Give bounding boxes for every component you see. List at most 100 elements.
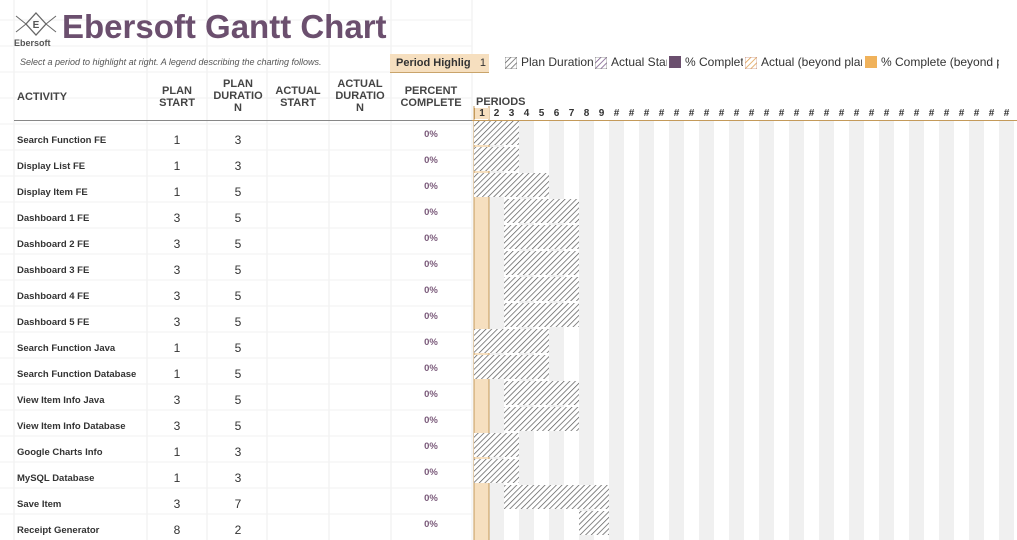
percent-complete-cell[interactable]: 0%: [424, 155, 438, 166]
plan-duration-cell[interactable]: 3: [234, 471, 242, 485]
period-column: [879, 121, 894, 540]
plan-duration-bar: [504, 199, 579, 223]
percent-complete-cell[interactable]: 0%: [424, 129, 438, 140]
plan-duration-cell[interactable]: 3: [234, 159, 242, 173]
period-number: #: [898, 108, 905, 119]
plan-duration-cell[interactable]: 7: [234, 497, 242, 511]
plan-start-cell[interactable]: 3: [173, 419, 181, 433]
period-number: #: [748, 108, 755, 119]
activity-name[interactable]: Search Function Java: [17, 343, 116, 354]
period-number: 6: [553, 108, 560, 119]
activity-name[interactable]: Receipt Generator: [17, 525, 100, 536]
plan-duration-cell[interactable]: 2: [234, 523, 242, 537]
period-column: [699, 121, 714, 540]
percent-complete-cell[interactable]: 0%: [424, 363, 438, 374]
activity-name[interactable]: View Item Info Java: [17, 395, 105, 406]
plan-duration-cell[interactable]: 5: [234, 211, 242, 225]
percent-complete-cell[interactable]: 0%: [424, 519, 438, 530]
ebersoft-logo-icon: E: [15, 12, 57, 36]
period-column: [714, 121, 729, 540]
plan-duration-cell[interactable]: 5: [234, 289, 242, 303]
activity-name[interactable]: Display Item FE: [17, 187, 88, 198]
period-number: #: [733, 108, 740, 119]
percent-complete-cell[interactable]: 0%: [424, 337, 438, 348]
activity-name[interactable]: Save Item: [17, 499, 62, 510]
period-number: #: [838, 108, 845, 119]
plan-duration-cell[interactable]: 5: [234, 237, 242, 251]
plan-start-cell[interactable]: 3: [173, 497, 181, 511]
percent-complete-cell[interactable]: 0%: [424, 493, 438, 504]
plan-duration-cell[interactable]: 5: [234, 419, 242, 433]
plan-start-cell[interactable]: 8: [173, 523, 181, 537]
percent-complete-cell[interactable]: 0%: [424, 233, 438, 244]
activity-name[interactable]: Dashboard 4 FE: [17, 291, 90, 302]
activity-name[interactable]: Display List FE: [17, 161, 86, 172]
period-number: #: [958, 108, 965, 119]
period-number: 5: [538, 108, 545, 119]
activity-name[interactable]: Search Function Database: [17, 369, 137, 380]
plan-start-cell[interactable]: 1: [173, 471, 181, 485]
plan-start-cell[interactable]: 3: [173, 289, 181, 303]
period-highlight-label: Period Highlight: [396, 57, 470, 69]
percent-complete-cell[interactable]: 0%: [424, 389, 438, 400]
activity-name[interactable]: Dashboard 3 FE: [17, 265, 90, 276]
activity-name[interactable]: Search Function FE: [17, 135, 107, 146]
plan-duration-cell[interactable]: 5: [234, 393, 242, 407]
plan-start-cell[interactable]: 1: [173, 133, 181, 147]
plan-start-cell[interactable]: 3: [173, 237, 181, 251]
plan-start-cell[interactable]: 1: [173, 445, 181, 459]
activity-name[interactable]: MySQL Database: [17, 473, 95, 484]
period-number: #: [973, 108, 980, 119]
plan-duration-cell[interactable]: 5: [234, 367, 242, 381]
percent-complete-cell[interactable]: 0%: [424, 285, 438, 296]
actual-duration-header-line: N: [356, 102, 364, 114]
period-column: [954, 121, 969, 540]
period-number: #: [853, 108, 860, 119]
plan-start-cell[interactable]: 1: [173, 367, 181, 381]
plan-duration-cell[interactable]: 3: [234, 445, 242, 459]
plan-start-cell[interactable]: 3: [173, 315, 181, 329]
percent-complete-cell[interactable]: 0%: [424, 441, 438, 452]
activity-name[interactable]: Dashboard 5 FE: [17, 317, 90, 328]
period-column: [744, 121, 759, 540]
percent-complete-cell[interactable]: 0%: [424, 181, 438, 192]
plan-duration-cell[interactable]: 5: [234, 185, 242, 199]
percent-complete-cell[interactable]: 0%: [424, 259, 438, 270]
percent-complete-header: PERCENT COMPLETE: [395, 85, 467, 109]
period-number: #: [883, 108, 890, 119]
plan-duration-bar: [504, 277, 579, 301]
period-number: 8: [583, 108, 590, 119]
plan-duration-cell[interactable]: 5: [234, 263, 242, 277]
plan-duration-header-line: PLAN: [223, 78, 253, 90]
plan-start-cell[interactable]: 3: [173, 393, 181, 407]
activity-name[interactable]: Dashboard 1 FE: [17, 213, 90, 224]
period-number: #: [718, 108, 725, 119]
activity-name[interactable]: Google Charts Info: [17, 447, 103, 458]
plan-duration-bar: [474, 355, 549, 379]
period-number: #: [823, 108, 830, 119]
percent-complete-cell[interactable]: 0%: [424, 311, 438, 322]
period-number: 4: [523, 108, 530, 119]
percent-complete-cell[interactable]: 0%: [424, 467, 438, 478]
period-number: #: [793, 108, 800, 119]
percent-complete-cell[interactable]: 0%: [424, 207, 438, 218]
plan-start-cell[interactable]: 1: [173, 159, 181, 173]
plan-duration-cell[interactable]: 5: [234, 315, 242, 329]
period-column: [594, 121, 609, 540]
plan-start-cell[interactable]: 3: [173, 211, 181, 225]
plan-duration-bar: [474, 459, 519, 483]
activity-name[interactable]: View Item Info Database: [17, 421, 126, 432]
actual-duration-header-line: ACTUAL: [337, 78, 383, 90]
gantt-bars: [474, 121, 609, 535]
plan-start-cell[interactable]: 3: [173, 263, 181, 277]
period-number: #: [1003, 108, 1010, 119]
plan-start-cell[interactable]: 1: [173, 341, 181, 355]
plan-duration-cell[interactable]: 5: [234, 341, 242, 355]
plan-start-cell[interactable]: 1: [173, 185, 181, 199]
percent-complete-cell[interactable]: 0%: [424, 415, 438, 426]
period-highlight-value[interactable]: 1: [479, 57, 486, 69]
activity-name[interactable]: Dashboard 2 FE: [17, 239, 90, 250]
actual-duration-header-line: DURATIO: [335, 90, 385, 102]
period-highlight-cell[interactable]: Period Highlight 1: [390, 54, 489, 73]
plan-duration-cell[interactable]: 3: [234, 133, 242, 147]
